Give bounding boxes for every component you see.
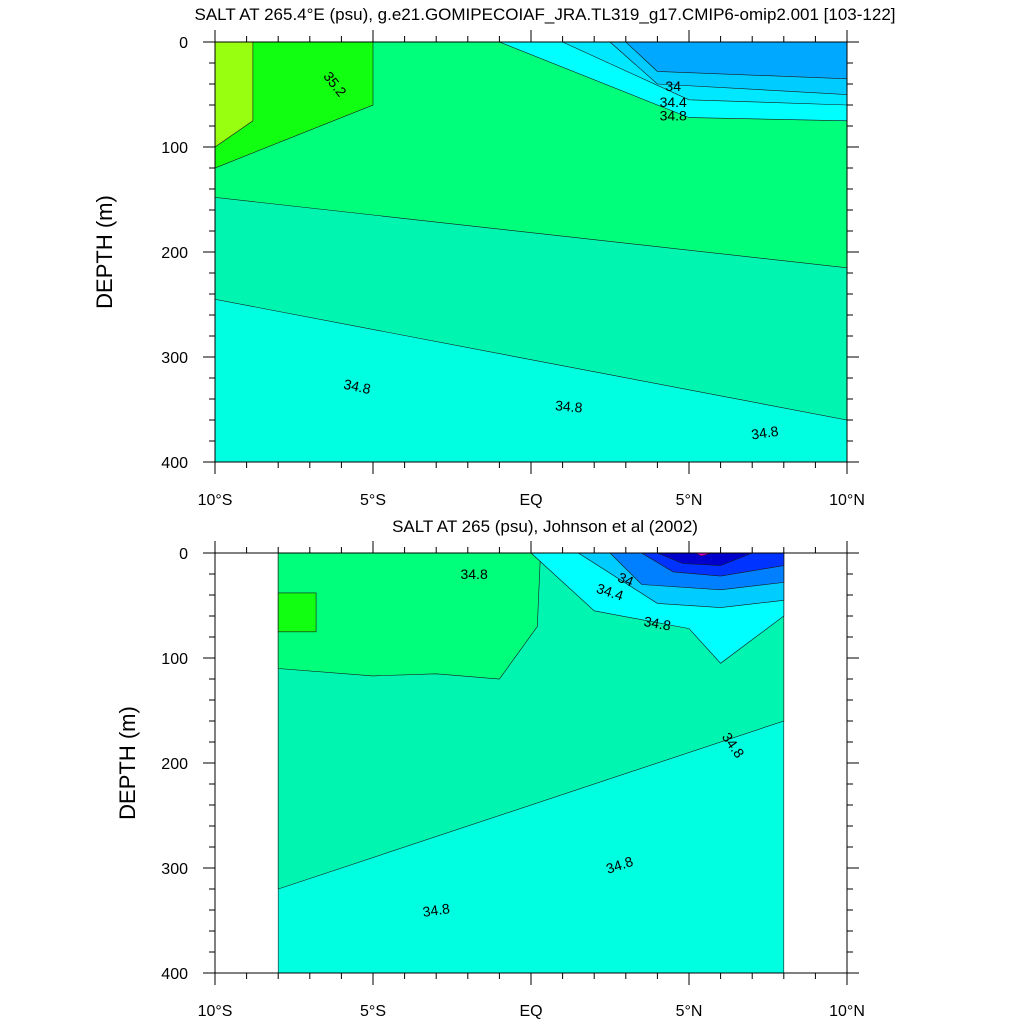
- x-tick-label: EQ: [519, 1003, 542, 1020]
- contour-label: 34.8: [422, 900, 451, 920]
- x-tick-label: 5°N: [676, 492, 703, 509]
- contour-label: 34.8: [643, 613, 673, 634]
- x-tick-label: 10°N: [829, 1003, 865, 1020]
- chart-title: SALT AT 265.4°E (psu), g.e21.GOMIPECOIAF…: [194, 5, 895, 24]
- y-tick-label: 0: [179, 35, 188, 52]
- x-tick-label: 10°S: [198, 492, 233, 509]
- y-axis-label: DEPTH (m): [92, 195, 117, 309]
- chart-title: SALT AT 265 (psu), Johnson et al (2002): [392, 517, 698, 536]
- x-tick-label: 10°N: [829, 492, 865, 509]
- y-tick-label: 200: [161, 756, 188, 773]
- contour-label: 34.8: [660, 108, 687, 124]
- x-tick-label: 5°S: [360, 1003, 386, 1020]
- salinity-region: [277, 552, 541, 680]
- y-tick-label: 100: [161, 651, 188, 668]
- x-tick-label: 5°S: [360, 492, 386, 509]
- y-tick-label: 400: [161, 966, 188, 983]
- x-tick-label: 5°N: [676, 1003, 703, 1020]
- contour-label: 34.8: [460, 566, 487, 582]
- y-tick-label: 300: [161, 350, 188, 367]
- y-tick-label: 400: [161, 455, 188, 472]
- contour-label: 34.8: [555, 397, 584, 415]
- x-tick-label: 10°S: [198, 1003, 233, 1020]
- y-axis-label: DEPTH (m): [115, 706, 140, 820]
- contour-label: 34: [616, 569, 637, 590]
- y-tick-label: 100: [161, 140, 188, 157]
- y-tick-label: 300: [161, 861, 188, 878]
- contour-label: 34.4: [660, 94, 687, 110]
- y-tick-label: 200: [161, 245, 188, 262]
- x-tick-label: EQ: [519, 492, 542, 509]
- salinity-region: [277, 592, 317, 633]
- contour-label: 34.8: [342, 376, 372, 397]
- contour-label: 34: [665, 78, 681, 94]
- y-tick-label: 0: [179, 546, 188, 563]
- contour-label: 34.8: [750, 423, 779, 443]
